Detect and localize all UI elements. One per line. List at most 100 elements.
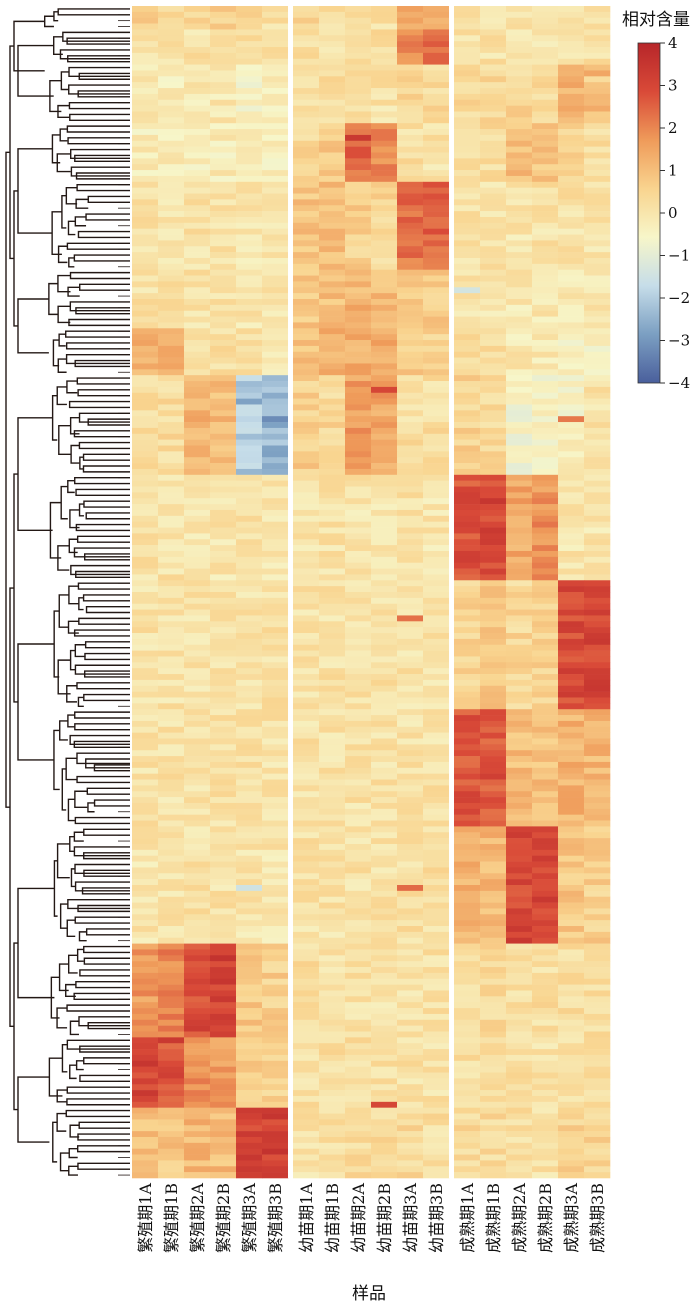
- heatmap-cell: [532, 761, 559, 769]
- heatmap-cell: [532, 937, 559, 944]
- heatmap-cell: [345, 1166, 372, 1173]
- heatmap-cell: [236, 345, 263, 353]
- heatmap-cell: [158, 914, 185, 921]
- heatmap-cell: [584, 738, 611, 745]
- heatmap-cell: [454, 720, 481, 728]
- dendrogram-link: [66, 380, 78, 394]
- heatmap-cell: [480, 146, 507, 153]
- heatmap-cell: [423, 334, 450, 341]
- heatmap-cell: [506, 703, 533, 710]
- heatmap-cell: [262, 668, 289, 675]
- heatmap-cell: [132, 287, 159, 294]
- heatmap-cell: [506, 820, 533, 827]
- heatmap-cell: [345, 562, 372, 569]
- heatmap-cell: [423, 597, 450, 605]
- heatmap-cell: [423, 967, 450, 974]
- heatmap-cell: [262, 187, 289, 194]
- heatmap-cell: [293, 1008, 320, 1015]
- heatmap-cell: [423, 744, 450, 751]
- heatmap-cell: [158, 474, 185, 481]
- heatmap-cell: [423, 47, 450, 54]
- heatmap-cell: [371, 1013, 398, 1021]
- heatmap-cell: [423, 990, 450, 997]
- heatmap-cell: [132, 451, 159, 458]
- dendrogram-link: [66, 242, 130, 250]
- heatmap-cell: [236, 832, 263, 839]
- heatmap-cell: [210, 252, 237, 259]
- heatmap-cell: [371, 1160, 398, 1167]
- heatmap-cell: [532, 597, 559, 605]
- heatmap-cell: [210, 978, 237, 985]
- heatmap-cell: [584, 123, 611, 130]
- heatmap-cell: [506, 592, 533, 599]
- heatmap-cell: [454, 861, 481, 868]
- heatmap-cell: [132, 439, 159, 446]
- heatmap-cell: [454, 1031, 481, 1038]
- heatmap-cell: [210, 615, 237, 622]
- heatmap-cell: [158, 1019, 185, 1026]
- heatmap-cell: [319, 896, 346, 903]
- heatmap-cell: [480, 480, 507, 487]
- heatmap-cell: [319, 972, 346, 980]
- heatmap-cell: [532, 152, 559, 159]
- heatmap-cell: [184, 240, 211, 247]
- heatmap-cell: [293, 58, 320, 65]
- heatmap-cell: [236, 521, 263, 528]
- heatmap-cell: [236, 539, 263, 546]
- heatmap-cell: [184, 52, 211, 60]
- heatmap-cell: [397, 1084, 424, 1091]
- heatmap-cell: [454, 709, 481, 716]
- heatmap-cell: [558, 902, 585, 909]
- heatmap-cell: [532, 855, 559, 862]
- heatmap-cell: [132, 691, 159, 698]
- heatmap-cell: [423, 756, 450, 763]
- heatmap-cell: [584, 328, 611, 335]
- heatmap-cell: [558, 1060, 585, 1067]
- heatmap-cell: [506, 550, 533, 558]
- heatmap-cell: [506, 257, 533, 265]
- heatmap-cell: [345, 6, 372, 13]
- heatmap-cell: [236, 1131, 263, 1138]
- heatmap-cell: [345, 240, 372, 247]
- heatmap-cell: [132, 820, 159, 827]
- heatmap-cell: [371, 650, 398, 657]
- heatmap-cell: [236, 808, 263, 815]
- heatmap-cell: [423, 234, 450, 241]
- heatmap-cell: [454, 1148, 481, 1155]
- heatmap-cell: [236, 633, 263, 640]
- heatmap-cell: [345, 1095, 372, 1103]
- heatmap-cell: [480, 586, 507, 593]
- heatmap-cell: [371, 257, 398, 265]
- heatmap-cell: [454, 416, 481, 423]
- heatmap-cell: [132, 93, 159, 101]
- heatmap-cell: [397, 574, 424, 581]
- heatmap-cell: [371, 457, 398, 464]
- heatmap-cell: [262, 633, 289, 640]
- heatmap-cell: [345, 638, 372, 646]
- heatmap-cell: [262, 222, 289, 229]
- heatmap-cell: [132, 1166, 159, 1173]
- heatmap-cell: [584, 750, 611, 757]
- heatmap-cell: [319, 539, 346, 546]
- heatmap-cell: [345, 158, 372, 165]
- heatmap-cell: [184, 257, 211, 265]
- heatmap-cell: [319, 1154, 346, 1161]
- heatmap-cell: [423, 603, 450, 610]
- heatmap-cell: [480, 205, 507, 212]
- heatmap-cell: [532, 158, 559, 165]
- heatmap-cell: [532, 832, 559, 839]
- heatmap-cell: [345, 568, 372, 575]
- heatmap-cell: [397, 357, 424, 364]
- heatmap-cell: [454, 896, 481, 903]
- heatmap-cell: [397, 785, 424, 792]
- heatmap-cell: [210, 592, 237, 599]
- heatmap-cell: [319, 252, 346, 259]
- heatmap-cell: [423, 709, 450, 716]
- heatmap-cell: [584, 17, 611, 24]
- heatmap-cell: [558, 158, 585, 165]
- heatmap-cell: [397, 35, 424, 42]
- heatmap-cell: [345, 908, 372, 915]
- heatmap-cell: [158, 345, 185, 353]
- heatmap-cell: [158, 843, 185, 851]
- heatmap-cell: [158, 603, 185, 610]
